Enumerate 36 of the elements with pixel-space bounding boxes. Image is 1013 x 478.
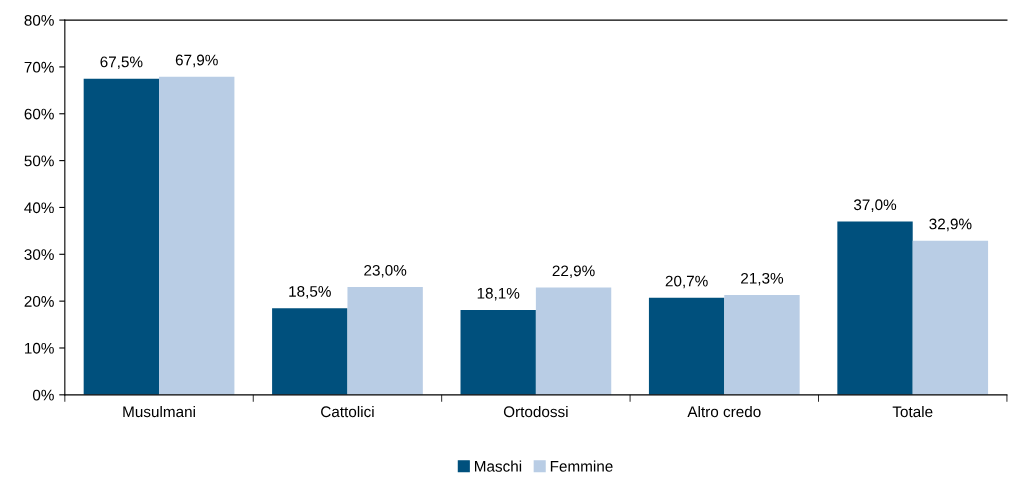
- y-tick-label: 20%: [24, 296, 54, 307]
- x-tick-label: Cattolici: [321, 405, 374, 418]
- bar: [724, 295, 800, 395]
- y-tick-label: 70%: [24, 61, 54, 73]
- bar: [272, 308, 348, 395]
- bar: [347, 287, 423, 395]
- data-label: 20,7%: [665, 275, 708, 289]
- bar: [460, 310, 536, 395]
- data-label: 37,0%: [853, 199, 897, 212]
- bar: [837, 221, 913, 395]
- y-tick-label: 0%: [32, 389, 54, 401]
- data-label: 67,9%: [175, 54, 218, 68]
- data-label: 32,9%: [929, 218, 972, 232]
- x-tick-label: Ortodossi: [503, 405, 568, 418]
- data-label: 18,5%: [289, 285, 331, 299]
- legend-label: Femmine: [550, 460, 613, 472]
- bar: [83, 78, 160, 395]
- x-tick-label: Totale: [892, 405, 933, 418]
- y-tick-label: 60%: [24, 108, 54, 120]
- y-tick-label: 50%: [24, 155, 54, 167]
- data-label: 23,0%: [364, 264, 407, 278]
- legend-label: Maschi: [474, 460, 522, 472]
- data-label: 21,3%: [741, 272, 784, 286]
- x-tick-label: Musulmani: [123, 405, 195, 418]
- bar: [535, 287, 612, 395]
- y-tick-label: 30%: [24, 249, 54, 260]
- y-tick-label: 80%: [24, 14, 54, 26]
- y-tick-label: 40%: [24, 202, 54, 214]
- x-tick-label: Altro credo: [687, 405, 761, 418]
- bar: [648, 297, 725, 395]
- data-label: 67,5%: [100, 56, 143, 70]
- bar: [159, 76, 235, 395]
- data-label: 18,1%: [477, 287, 520, 301]
- bar: [912, 240, 989, 395]
- data-label: 22,9%: [552, 265, 595, 279]
- y-tick-label: 10%: [25, 342, 54, 354]
